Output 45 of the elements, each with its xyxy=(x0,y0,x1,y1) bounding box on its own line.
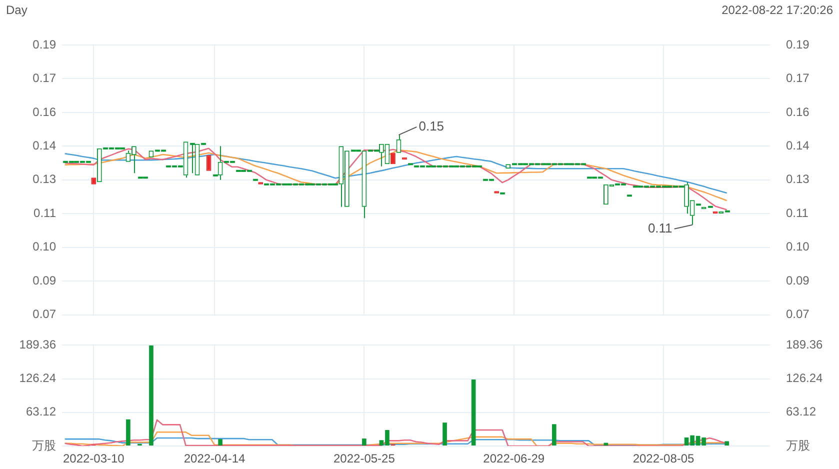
x-tick-label: 2022-03-10 xyxy=(62,452,125,466)
annotation: 0.11 xyxy=(648,220,672,236)
y-tick-label: 0.10 xyxy=(32,240,56,254)
bar xyxy=(724,441,729,446)
y-tick-label: 63.12 xyxy=(26,404,56,419)
y-tick-label: 126.24 xyxy=(19,371,56,386)
y2-tick-label: 0.17 xyxy=(786,71,810,86)
y-tick-label: 万股 xyxy=(32,438,56,452)
bar xyxy=(552,424,556,446)
y2-tick-label: 0.09 xyxy=(786,273,810,288)
y-tick-label: 0.16 xyxy=(32,104,56,119)
y-tick-label: 0.07 xyxy=(32,307,56,322)
y2-tick-label: 63.12 xyxy=(786,404,816,419)
y2-tick-label: 126.24 xyxy=(786,371,824,386)
x-tick-label: 2022-06-29 xyxy=(483,452,545,466)
y-tick-label: 0.09 xyxy=(32,273,56,288)
bar xyxy=(126,419,130,446)
candlestick xyxy=(390,152,396,164)
bar xyxy=(218,439,222,446)
y2-tick-label: 0.16 xyxy=(786,104,810,119)
x-tick-label: 2022-08-05 xyxy=(632,452,695,466)
y2-tick-label: 0.19 xyxy=(786,37,810,52)
y-tick-label: 0.13 xyxy=(32,172,56,186)
y2-tick-label: 0.07 xyxy=(786,307,810,322)
y-tick-label: 0.11 xyxy=(34,206,56,220)
y2-tick-label: 0.13 xyxy=(786,172,810,186)
y-tick-label: 0.14 xyxy=(32,138,56,152)
bar xyxy=(362,438,366,446)
y-tick-label: 189.36 xyxy=(19,338,56,352)
bar xyxy=(471,379,476,446)
bar xyxy=(149,345,154,446)
y-tick-label: 0.17 xyxy=(32,71,56,86)
y2-tick-label: 0.14 xyxy=(786,138,810,152)
bar xyxy=(442,422,447,446)
y2-tick-label: 0.11 xyxy=(786,206,809,220)
y2-tick-label: 万股 xyxy=(786,438,810,452)
y-tick-label: 0.19 xyxy=(32,37,56,52)
candlestick xyxy=(91,178,96,184)
annotation: 0.15 xyxy=(418,118,444,134)
chart-title: Day xyxy=(6,3,28,17)
text: 2022-08-22 17:20:26 xyxy=(722,3,833,17)
y2-tick-label: 0.10 xyxy=(786,240,810,254)
x-tick-label: 2022-05-25 xyxy=(334,452,396,466)
x-tick-label: 2022-04-14 xyxy=(184,452,246,466)
y2-tick-label: 189.36 xyxy=(786,338,824,352)
